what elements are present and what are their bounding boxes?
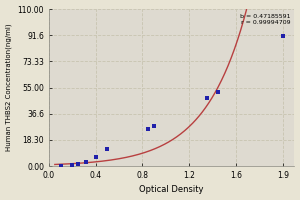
Point [216, 90, 221, 93]
Point [105, 147, 110, 151]
Point [93, 156, 98, 159]
Text: b = 0.47185591
r = 0.99994709: b = 0.47185591 r = 0.99994709 [241, 14, 291, 25]
Point [146, 127, 151, 131]
Point [204, 96, 209, 99]
Point [152, 124, 157, 128]
Point [58, 164, 63, 167]
Point [70, 164, 75, 167]
Y-axis label: Human THBS2 Concentration(ng/ml): Human THBS2 Concentration(ng/ml) [6, 24, 12, 151]
X-axis label: Optical Density: Optical Density [140, 185, 204, 194]
Point [84, 160, 89, 163]
Point [280, 35, 285, 38]
Point [76, 162, 81, 165]
